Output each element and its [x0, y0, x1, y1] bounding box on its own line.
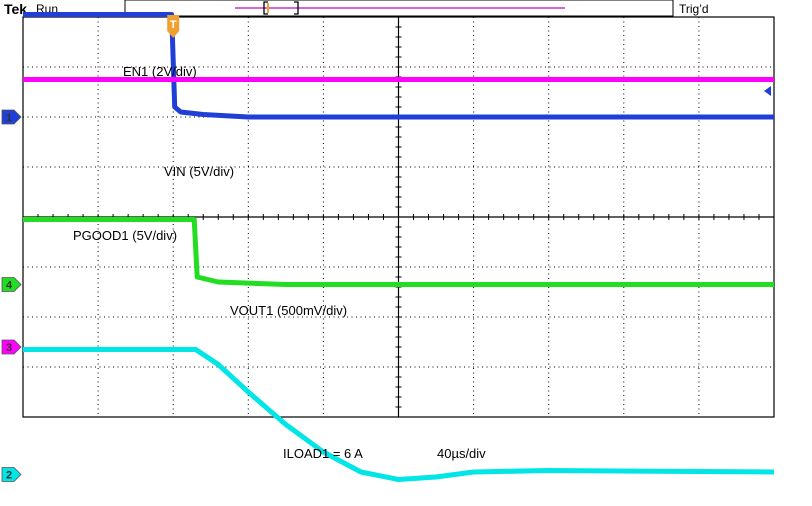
record-window-bracket-right: [294, 1, 299, 15]
trigger-marker-label: T: [170, 19, 177, 31]
channel-3-marker-label: 3: [6, 342, 12, 354]
record-window-bracket-left: [263, 1, 268, 15]
timebase-setting: 40µs/div: [437, 446, 486, 461]
trigger-marker-icon: [167, 15, 180, 38]
trace-ch2: [23, 347, 775, 482]
load-current: ILOAD1 = 6 A: [283, 446, 363, 461]
trigger-position-marker: T: [167, 15, 180, 38]
channel-4-marker-label: 4: [6, 280, 13, 292]
channel-4-marker-icon: [1, 277, 22, 292]
label-pgood1: PGOOD1 (5V/div): [73, 228, 177, 243]
trace-ch1: [23, 12, 774, 120]
label-vin: VIN (5V/div): [164, 164, 234, 179]
label-vout1: VOUT1 (500mV/div): [230, 303, 347, 318]
channel-2-marker-label: 2: [6, 470, 12, 482]
channel-1-marker-icon: [1, 109, 22, 125]
trigger-level-arrow-icon: [764, 86, 771, 96]
channel-3-marker-icon: [1, 339, 22, 355]
trigger-status: Trig’d: [679, 2, 709, 16]
waveform-traces: [23, 12, 775, 482]
channel-markers: 1 4 3 2: [1, 109, 22, 482]
channel-2-marker-icon: [1, 467, 22, 482]
scope-brand: Tek: [4, 1, 27, 17]
channel-1-marker-label: 1: [6, 112, 12, 124]
trace-ch4: [23, 217, 774, 287]
label-en1: EN1 (2V/div): [123, 64, 197, 79]
